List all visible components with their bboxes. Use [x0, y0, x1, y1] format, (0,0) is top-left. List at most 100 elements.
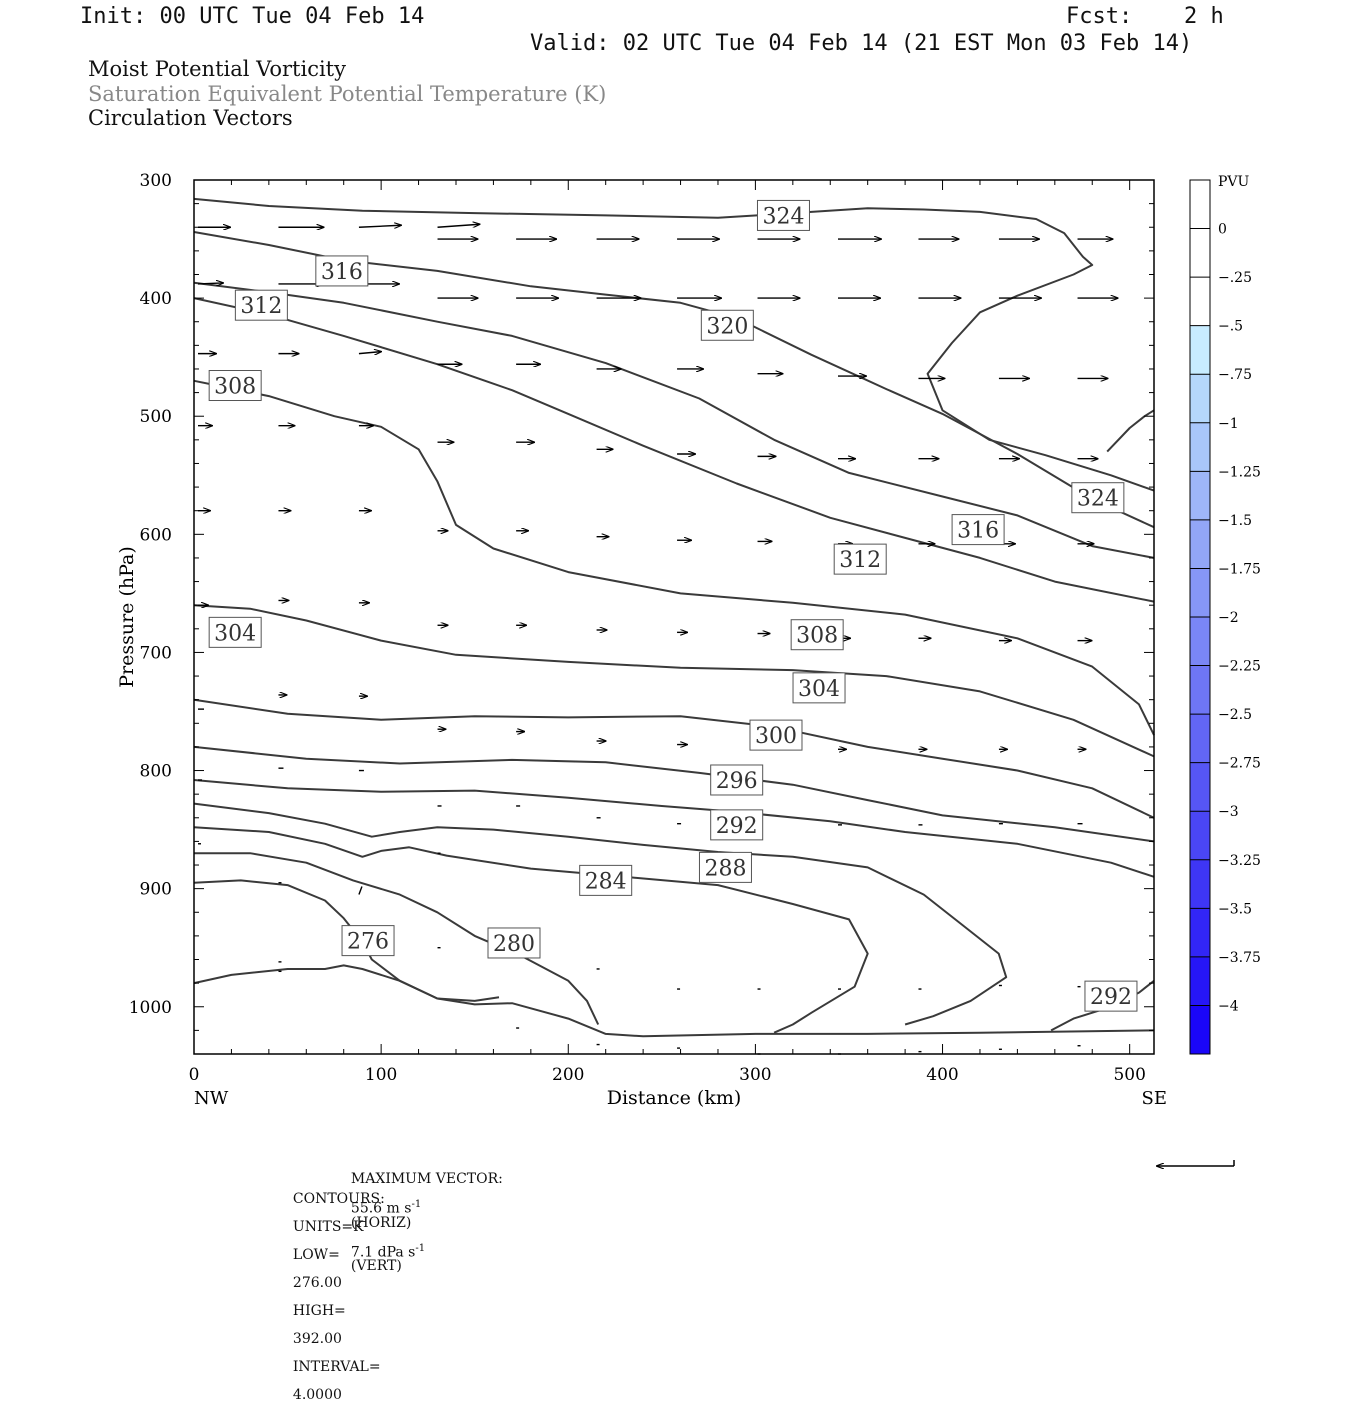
contour-line-280-13 [194, 852, 600, 1025]
circulation-vector [358, 886, 363, 895]
valid-time: Valid: 02 UTC Tue 04 Feb 14 (21 EST Mon … [530, 31, 1193, 56]
colorbar-label: −1.75 [1218, 561, 1261, 577]
contours-high-label: HIGH= [292, 1303, 346, 1319]
colorbar-cell [1190, 471, 1210, 520]
forecast-hour-label: Fcst: [1066, 4, 1133, 29]
y-tick-label: 700 [140, 643, 172, 663]
colorbar-units: PVU [1218, 174, 1250, 190]
max-vector-horiz-exponent: -1 [411, 1199, 422, 1210]
contours-low-label: LOW= [292, 1247, 340, 1263]
colorbar-cell [1190, 568, 1210, 617]
colorbar-label: −4 [1218, 998, 1239, 1014]
contour-label-box [315, 255, 369, 287]
colorbar-cell [1190, 859, 1210, 909]
plot-frame [193, 179, 1155, 1055]
colorbar-label: 0 [1218, 222, 1227, 238]
contour-line-312-4 [193, 297, 1155, 603]
colorbar-cell [1190, 1005, 1210, 1054]
contour-label-box [749, 719, 803, 751]
x-tick-label: 500 [1113, 1065, 1145, 1085]
colorbar-label: −2.75 [1218, 756, 1261, 772]
contour-label-box [710, 809, 764, 841]
x-end-left-label: NW [194, 1088, 229, 1109]
footer-contours: CONTOURS: UNITS=K LOW= 276.00 HIGH= 392.… [284, 1178, 385, 1402]
colorbar-label: −.25 [1218, 270, 1252, 286]
y-axis-title: Pressure (hPa) [116, 546, 138, 688]
x-tick-label: 300 [739, 1065, 771, 1085]
colorbar-cell [1190, 277, 1210, 326]
colorbar-label: −1 [1218, 416, 1239, 432]
y-tick-label: 300 [140, 171, 172, 191]
contour-label: 292 [1090, 985, 1132, 1010]
contours-interval-value: 4.0000 [292, 1387, 342, 1403]
init-time: Init: 00 UTC Tue 04 Feb 14 [80, 4, 425, 29]
x-end-right-label: SE [1142, 1088, 1167, 1109]
contours-units: UNITS=K [292, 1219, 364, 1235]
colorbar-label: −2.5 [1218, 707, 1252, 723]
contour-label: 324 [1077, 487, 1119, 512]
contours-interval-label: INTERVAL= [292, 1359, 381, 1375]
contour-label: 284 [585, 869, 627, 894]
colorbar-label: −3 [1218, 804, 1239, 820]
colorbar-cell [1190, 422, 1210, 472]
contour-label: 276 [347, 930, 389, 955]
contour-label: 300 [755, 724, 797, 749]
contour-line-324-0 [193, 197, 1155, 492]
y-tick-label: 400 [140, 289, 172, 309]
contour-label-box [792, 672, 846, 704]
contour-label-box [833, 543, 887, 575]
forecast-hour-value: 2 h [1184, 4, 1224, 29]
x-axis-title: Distance (km) [607, 1087, 742, 1109]
colorbar-cell [1190, 908, 1210, 957]
contours-low-value: 276.00 [292, 1275, 342, 1291]
colorbar-label: −1.25 [1218, 464, 1261, 480]
colorbar-cell [1190, 374, 1210, 423]
contour-label: 312 [839, 548, 881, 573]
contour-line-324-1 [1106, 409, 1155, 453]
contour-label-box [208, 616, 262, 648]
contour-line-296-8 [193, 745, 1155, 843]
contour-label: 320 [706, 314, 748, 339]
y-tick-label: 900 [140, 880, 172, 900]
colorbar-cell [1190, 325, 1210, 375]
x-tick-label: 0 [189, 1065, 200, 1085]
contour-line-316-3 [193, 281, 1155, 559]
contour-line-300-7 [193, 698, 1155, 819]
contour-label: 280 [493, 932, 535, 957]
x-tick-label: 200 [552, 1065, 584, 1085]
contour-label-box [1084, 980, 1138, 1012]
contour-label-box [487, 927, 541, 959]
contours-label: CONTOURS: [292, 1191, 385, 1207]
contour-label: 288 [704, 856, 746, 881]
y-tick-label: 500 [140, 407, 172, 427]
colorbar-cell [1190, 228, 1210, 278]
contour-line-288-11 [193, 802, 1008, 1026]
max-vector-label: MAXIMUM VECTOR: [350, 1171, 503, 1187]
colorbar-cell [1190, 762, 1210, 812]
circulation-vector [197, 283, 223, 284]
contour-label-box [698, 851, 752, 883]
contour-line-308-5 [193, 379, 1155, 736]
contour-label: 324 [762, 204, 804, 229]
title-moist-pv: Moist Potential Vorticity [88, 57, 346, 81]
x-tick-label: 100 [365, 1065, 397, 1085]
colorbar-label: −3.75 [1218, 950, 1261, 966]
contour-label-box [951, 514, 1005, 546]
contour-label-box [341, 925, 395, 957]
contour-label: 316 [957, 519, 999, 544]
contour-label-box [579, 864, 633, 896]
colorbar-cell [1190, 519, 1210, 569]
contour-label-box [700, 309, 754, 341]
circulation-vector [437, 224, 480, 228]
max-vector-vert-exponent: -1 [415, 1242, 426, 1254]
contour-label: 304 [798, 677, 840, 702]
colorbar-cell [1190, 665, 1210, 715]
contour-label: 312 [240, 294, 282, 319]
y-tick-label: 1000 [129, 998, 172, 1018]
title-circulation-vectors: Circulation Vectors [88, 106, 293, 130]
colorbar-label: −2 [1218, 610, 1239, 626]
colorbar-label: −1.5 [1218, 513, 1252, 529]
y-tick-label: 600 [140, 525, 172, 545]
colorbar-cell [1190, 714, 1210, 763]
